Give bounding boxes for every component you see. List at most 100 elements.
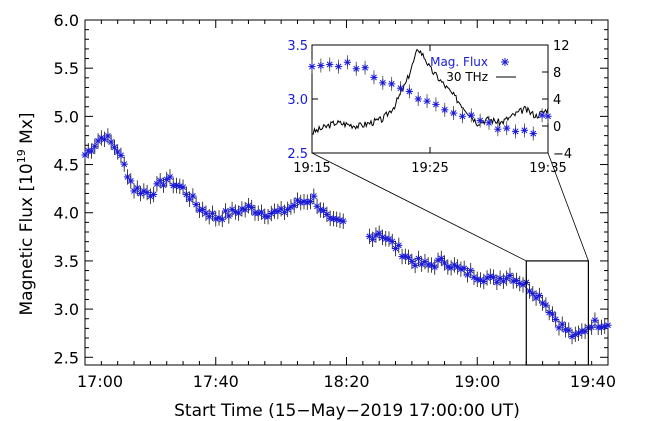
data-point	[454, 263, 462, 271]
legend-label-30thz: 30 THz	[446, 70, 488, 84]
x-tick-label: 17:00	[77, 372, 123, 391]
data-point	[552, 315, 560, 324]
y-axis-title-main: Magnetic Flux [10	[17, 163, 37, 315]
data-point	[156, 177, 164, 185]
data-point	[395, 241, 403, 249]
data-point	[558, 320, 566, 328]
data-point	[136, 189, 145, 198]
data-point	[192, 200, 200, 209]
data-point	[506, 271, 514, 280]
data-point	[123, 173, 132, 181]
inset-y-left-tick-label: 2.5	[287, 147, 308, 162]
inset-data-point	[511, 127, 520, 135]
data-point	[248, 203, 256, 212]
inset-data-point	[388, 80, 396, 88]
zoom-box	[525, 260, 589, 366]
data-point	[163, 175, 171, 184]
zoom-connector-right	[547, 152, 589, 262]
inset-data-point	[529, 129, 537, 138]
inset-data-point	[370, 73, 378, 81]
inset-plot: 2.5 3.0 3.5 −4 0 4 8 12 19:15 19:25 19:35 Mag. Flux…	[287, 39, 589, 262]
data-point	[591, 316, 599, 324]
data-point	[411, 261, 419, 270]
data-point	[460, 264, 468, 272]
y-tick-label: 5.5	[54, 59, 79, 78]
data-point	[195, 206, 204, 214]
inset-data-point	[494, 125, 502, 133]
thz-line	[311, 48, 549, 135]
data-point	[140, 187, 148, 195]
data-point	[257, 208, 266, 216]
inset-data-point	[544, 112, 552, 120]
data-point	[440, 259, 449, 267]
inset-y-right-tick-label: 12	[553, 39, 570, 54]
inset-data-point	[379, 79, 387, 87]
y-axis-title-unit: Mx]	[17, 112, 37, 149]
y-tick-label: 6.0	[54, 11, 79, 30]
data-point	[588, 323, 596, 331]
inset-data-point	[458, 112, 467, 120]
y-tick-label: 4.5	[54, 156, 79, 175]
data-point	[241, 206, 249, 214]
y-axis-title-exponent: 19	[15, 149, 28, 163]
data-point	[401, 252, 409, 260]
data-point	[604, 321, 612, 329]
inset-data-point	[405, 87, 413, 96]
main-plot: 2.5 3.0 3.5 4.0 4.5 5.0 5.5 6.0 17:00 17:40 18:20 1…	[54, 11, 616, 391]
inset-data-point	[352, 65, 360, 73]
data-point	[408, 257, 416, 266]
data-point	[284, 205, 292, 214]
inset-y-right-tick-label: 0	[553, 120, 561, 135]
x-tick-label: 19:40	[570, 372, 616, 391]
inset-data-point	[503, 124, 511, 132]
y-tick-label: 5.0	[54, 107, 79, 126]
legend-label-mag-flux: Mag. Flux	[430, 55, 488, 69]
data-point	[179, 183, 187, 191]
legend-marker-mag-flux	[501, 58, 509, 66]
data-point	[601, 322, 609, 330]
data-point	[493, 278, 501, 286]
data-point	[529, 290, 537, 298]
data-point	[150, 190, 158, 199]
inset-y-left-tick-label: 3.0	[287, 93, 308, 108]
data-point	[159, 181, 168, 189]
data-point	[81, 151, 89, 159]
data-point	[463, 271, 472, 279]
x-axis-title: Start Time (15−May−2019 17:00:00 UT)	[174, 401, 520, 421]
data-point	[104, 132, 112, 140]
x-tick-label: 18:20	[323, 372, 369, 391]
data-point	[208, 209, 217, 217]
data-point	[306, 197, 315, 206]
inset-frame	[311, 44, 549, 154]
data-point	[548, 310, 557, 318]
data-point	[133, 184, 141, 192]
flux-series	[81, 128, 612, 345]
inset-data-point	[326, 60, 334, 69]
inset-data-point	[334, 63, 343, 71]
inset-data-point	[361, 64, 369, 72]
data-point	[405, 253, 413, 261]
data-point	[320, 206, 328, 215]
data-point	[87, 147, 96, 155]
inset-y-right-tick-label: 8	[553, 66, 561, 81]
inset-y-left-tick-label: 3.5	[287, 39, 308, 54]
data-point	[339, 217, 347, 225]
inset-data-point	[423, 97, 431, 105]
data-point	[235, 209, 243, 217]
data-point	[535, 291, 543, 300]
inset-data-point	[414, 95, 422, 103]
data-point	[375, 229, 383, 237]
data-point	[499, 277, 507, 285]
data-point	[489, 273, 498, 281]
inset-y-right-tick-label: −4	[553, 147, 572, 162]
x-tick-label: 17:40	[193, 372, 239, 391]
inset-data-point	[308, 63, 316, 71]
data-point	[120, 160, 128, 168]
inset-data-point	[432, 100, 440, 108]
data-point	[310, 192, 318, 200]
inset-x-tick-label: 19:35	[529, 161, 566, 176]
data-point	[189, 192, 197, 200]
inset-data-point	[485, 119, 493, 127]
